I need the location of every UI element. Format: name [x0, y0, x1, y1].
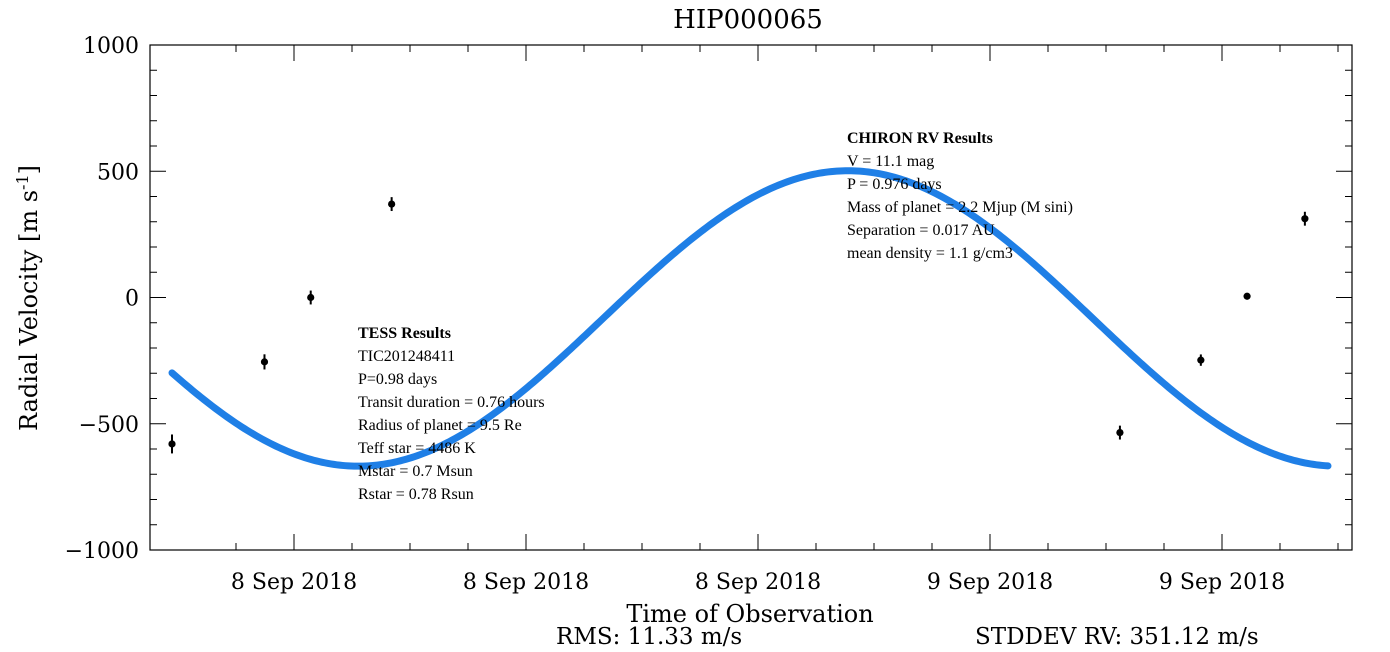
model-curve	[168, 167, 1332, 470]
x-tick-label: 9 Sep 2018	[1159, 570, 1285, 595]
rms-readout: RMS: 11.33 m/s	[556, 624, 743, 650]
y-tick-label: 500	[97, 160, 139, 185]
data-point	[1116, 428, 1124, 437]
chiron-line: Separation = 0.017 AU	[847, 222, 995, 239]
y-tick-label: 1000	[83, 34, 139, 59]
tess-line: Transit duration = 0.76 hours	[358, 394, 545, 411]
tess-annotation-title: TESS Results	[358, 325, 451, 342]
chiron-line: V = 11.1 mag	[847, 153, 935, 170]
stddev-readout: STDDEV RV: 351.12 m/s	[975, 624, 1259, 650]
data-point	[1301, 215, 1309, 223]
x-tick-label: 8 Sep 2018	[695, 570, 821, 595]
y-axis-label-text: Radial Velocity [m s	[15, 190, 43, 431]
tess-line: Radius of planet = 9.5 Re	[358, 417, 522, 434]
x-tick-label: 8 Sep 2018	[463, 570, 589, 595]
x-tick-label: 9 Sep 2018	[927, 570, 1053, 595]
y-tick-label: −500	[79, 413, 139, 438]
chart-title: HIP000065	[673, 5, 823, 35]
chiron-annotation-title: CHIRON RV Results	[847, 130, 993, 147]
y-axis-label: Radial Velocity [m s-1]	[13, 165, 44, 431]
chiron-line: Mass of planet = 2.2 Mjup (M sini)	[847, 199, 1073, 216]
data-point	[388, 200, 396, 208]
data-point	[168, 440, 176, 448]
y-tick-label: −1000	[65, 539, 139, 564]
data-point	[260, 358, 269, 366]
data-point	[1243, 292, 1251, 300]
y-tick-label: 0	[125, 287, 139, 312]
y-axis-label-exponent: -1	[13, 174, 32, 190]
tess-annotation: TESS Results TIC201248411 P=0.98 days Tr…	[358, 322, 545, 506]
axes: 1000 500 0 −500 −1000 8 Sep 2018 8 Sep 2018 8 S…	[65, 34, 1353, 595]
data-points	[168, 197, 1309, 454]
tess-line: P=0.98 days	[358, 371, 438, 388]
tess-line: TIC201248411	[358, 348, 456, 365]
tess-line: Teff star = 4486 K	[358, 440, 476, 457]
tess-line: Rstar = 0.78 Rsun	[358, 486, 474, 503]
chiron-line: mean density = 1.1 g/cm3	[847, 245, 1013, 262]
chiron-line: P = 0.976 days	[847, 176, 942, 193]
tess-line: Mstar = 0.7 Msun	[358, 463, 473, 480]
x-tick-label: 8 Sep 2018	[231, 570, 357, 595]
x-axis-label: Time of Observation	[626, 600, 873, 628]
plot-frame	[149, 44, 1353, 551]
data-point	[307, 293, 315, 302]
model-curve-line	[168, 167, 1332, 470]
data-point	[1197, 356, 1205, 364]
chiron-annotation: CHIRON RV Results V = 11.1 mag P = 0.976…	[847, 127, 1073, 265]
y-axis-label-close: ]	[15, 165, 43, 174]
